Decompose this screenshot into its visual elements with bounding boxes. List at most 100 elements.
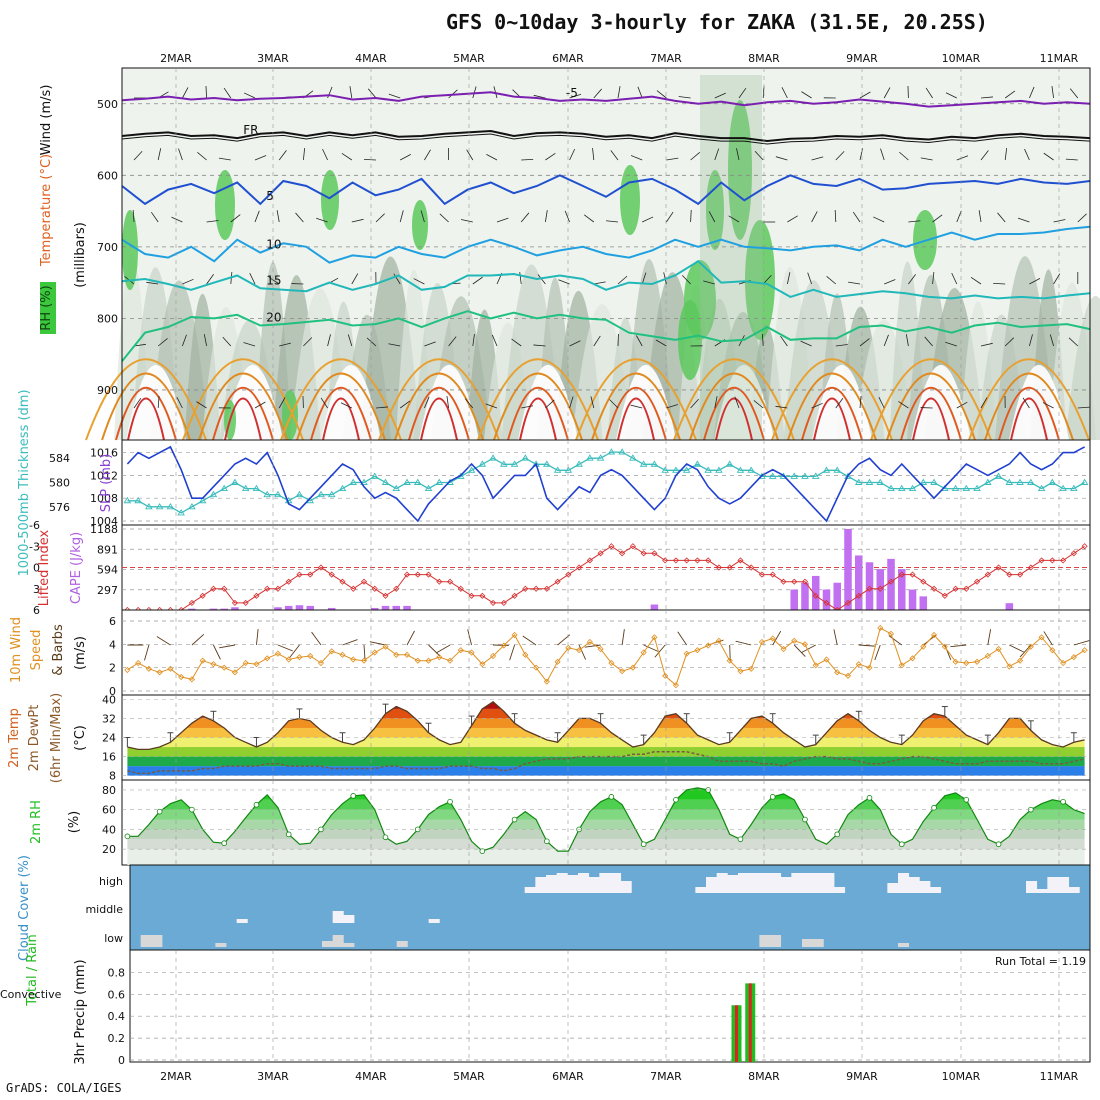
cape-bar	[650, 604, 659, 610]
lifted-index-point	[672, 557, 679, 564]
lifted-index-point	[339, 578, 346, 585]
surface-wind-barb	[987, 629, 992, 646]
thickness-point	[198, 496, 207, 504]
warm-isotherm-dome	[617, 397, 655, 441]
wind-barb	[340, 402, 352, 409]
bottom-day-label: 2MAR	[160, 1070, 192, 1083]
rh-tick-label: 20	[102, 843, 116, 856]
isotherm-line	[121, 91, 1091, 108]
cloud-block-middle	[343, 915, 355, 923]
wind-barb	[1077, 213, 1087, 223]
wind-speed-point	[597, 645, 604, 653]
lifted-index-point	[414, 571, 421, 578]
rh-legend-swatch	[40, 282, 56, 334]
surface-wind-barb	[772, 630, 782, 646]
bottom-day-label: 7MAR	[650, 1070, 682, 1083]
lifted-index-point	[296, 571, 303, 578]
wind-speed-point	[274, 650, 282, 657]
cloud-block-low	[898, 943, 910, 947]
wind-barb	[925, 87, 933, 99]
thickness-point	[887, 484, 895, 492]
pressure-axis-label: (millibars)	[73, 222, 88, 288]
wind-barb	[268, 277, 280, 285]
wind-barb	[593, 88, 602, 99]
wind-speed-point	[974, 658, 981, 665]
lifted-index-point	[866, 585, 873, 592]
wind-speed-point	[479, 661, 486, 668]
wind-barb	[303, 148, 306, 161]
wind-barb	[951, 272, 958, 285]
wind-speed-point	[694, 647, 701, 654]
thickness-point	[521, 454, 530, 461]
isotherm-line	[121, 225, 1091, 264]
isotherm-label: 10	[266, 238, 281, 252]
cloud-block-low	[215, 943, 227, 947]
thickness-point	[790, 472, 799, 479]
surface-wind-barb	[654, 644, 666, 658]
warm-isotherm-dome	[689, 372, 779, 441]
li-tick-label: -6	[29, 519, 40, 532]
wind-barb	[222, 336, 232, 347]
wind-barb	[375, 406, 388, 409]
wind-barb	[157, 396, 160, 409]
wind-barb	[569, 148, 576, 161]
rh-point	[447, 798, 453, 805]
wind-barb	[254, 155, 267, 161]
thickness-point	[747, 466, 755, 473]
thickness-point	[413, 478, 422, 485]
wind-speed-point	[963, 659, 970, 667]
wind-barb	[545, 399, 555, 409]
wind-barb	[278, 150, 287, 161]
lifted-index-point	[393, 585, 400, 592]
wind-barb	[738, 87, 747, 99]
temp-axis-label-3: (6hr Min/Max)	[49, 693, 64, 783]
warm-isotherm-dome	[507, 387, 569, 441]
wind-barb	[801, 91, 812, 99]
credit-label: GrADS: COLA/IGES	[6, 1081, 122, 1095]
cloud-block-low	[343, 943, 355, 947]
wind-axis-label-4: (m/s)	[73, 636, 88, 670]
rh-point	[382, 834, 389, 841]
lifted-index-point	[898, 571, 905, 578]
isotherm-line	[121, 174, 1091, 206]
rh-point	[544, 838, 550, 845]
wind-barb	[1024, 148, 1030, 161]
wind-speed-point	[909, 655, 916, 662]
wind-speed-point	[1027, 643, 1034, 650]
wind-speed-point	[715, 637, 722, 644]
wind-barb	[834, 209, 837, 223]
thickness-point	[489, 454, 497, 461]
wind-barb	[970, 276, 982, 285]
temp-line	[127, 700, 1085, 751]
surface-wind-barb	[509, 644, 516, 661]
lifted-index-point	[522, 585, 529, 592]
surface-wind-barb	[1009, 644, 1024, 653]
isotherm-label: -5	[566, 86, 578, 100]
slp-tick-label: 1004	[90, 515, 118, 528]
rh-point	[802, 816, 808, 823]
lifted-index-point	[425, 571, 432, 578]
lifted-index-point	[705, 557, 712, 564]
wind-barb	[898, 401, 909, 409]
cape-bar	[295, 605, 304, 610]
wind-barb	[203, 334, 207, 347]
warm-isotherm-dome	[101, 372, 191, 441]
wind-barb	[678, 96, 691, 99]
cloud-block-high	[834, 887, 846, 893]
wind-barb	[908, 220, 921, 223]
pressure-tick-label: 500	[97, 98, 118, 111]
wind-barb	[848, 281, 861, 285]
wind-barb	[945, 341, 957, 347]
wind-speed-point	[672, 682, 679, 689]
surface-wind-barb	[435, 644, 451, 654]
wind-tick-label: 0	[109, 685, 116, 698]
rh-moist-patch	[215, 170, 235, 240]
wind-barb	[811, 211, 818, 223]
cloud-block-high	[759, 873, 771, 893]
warm-isotherm-dome	[477, 358, 599, 441]
cloud-block-high	[748, 873, 760, 893]
surface-wind-barb	[428, 644, 441, 657]
wind-barb	[150, 211, 159, 223]
cape-bar	[833, 582, 842, 610]
wind-barb	[637, 86, 643, 99]
